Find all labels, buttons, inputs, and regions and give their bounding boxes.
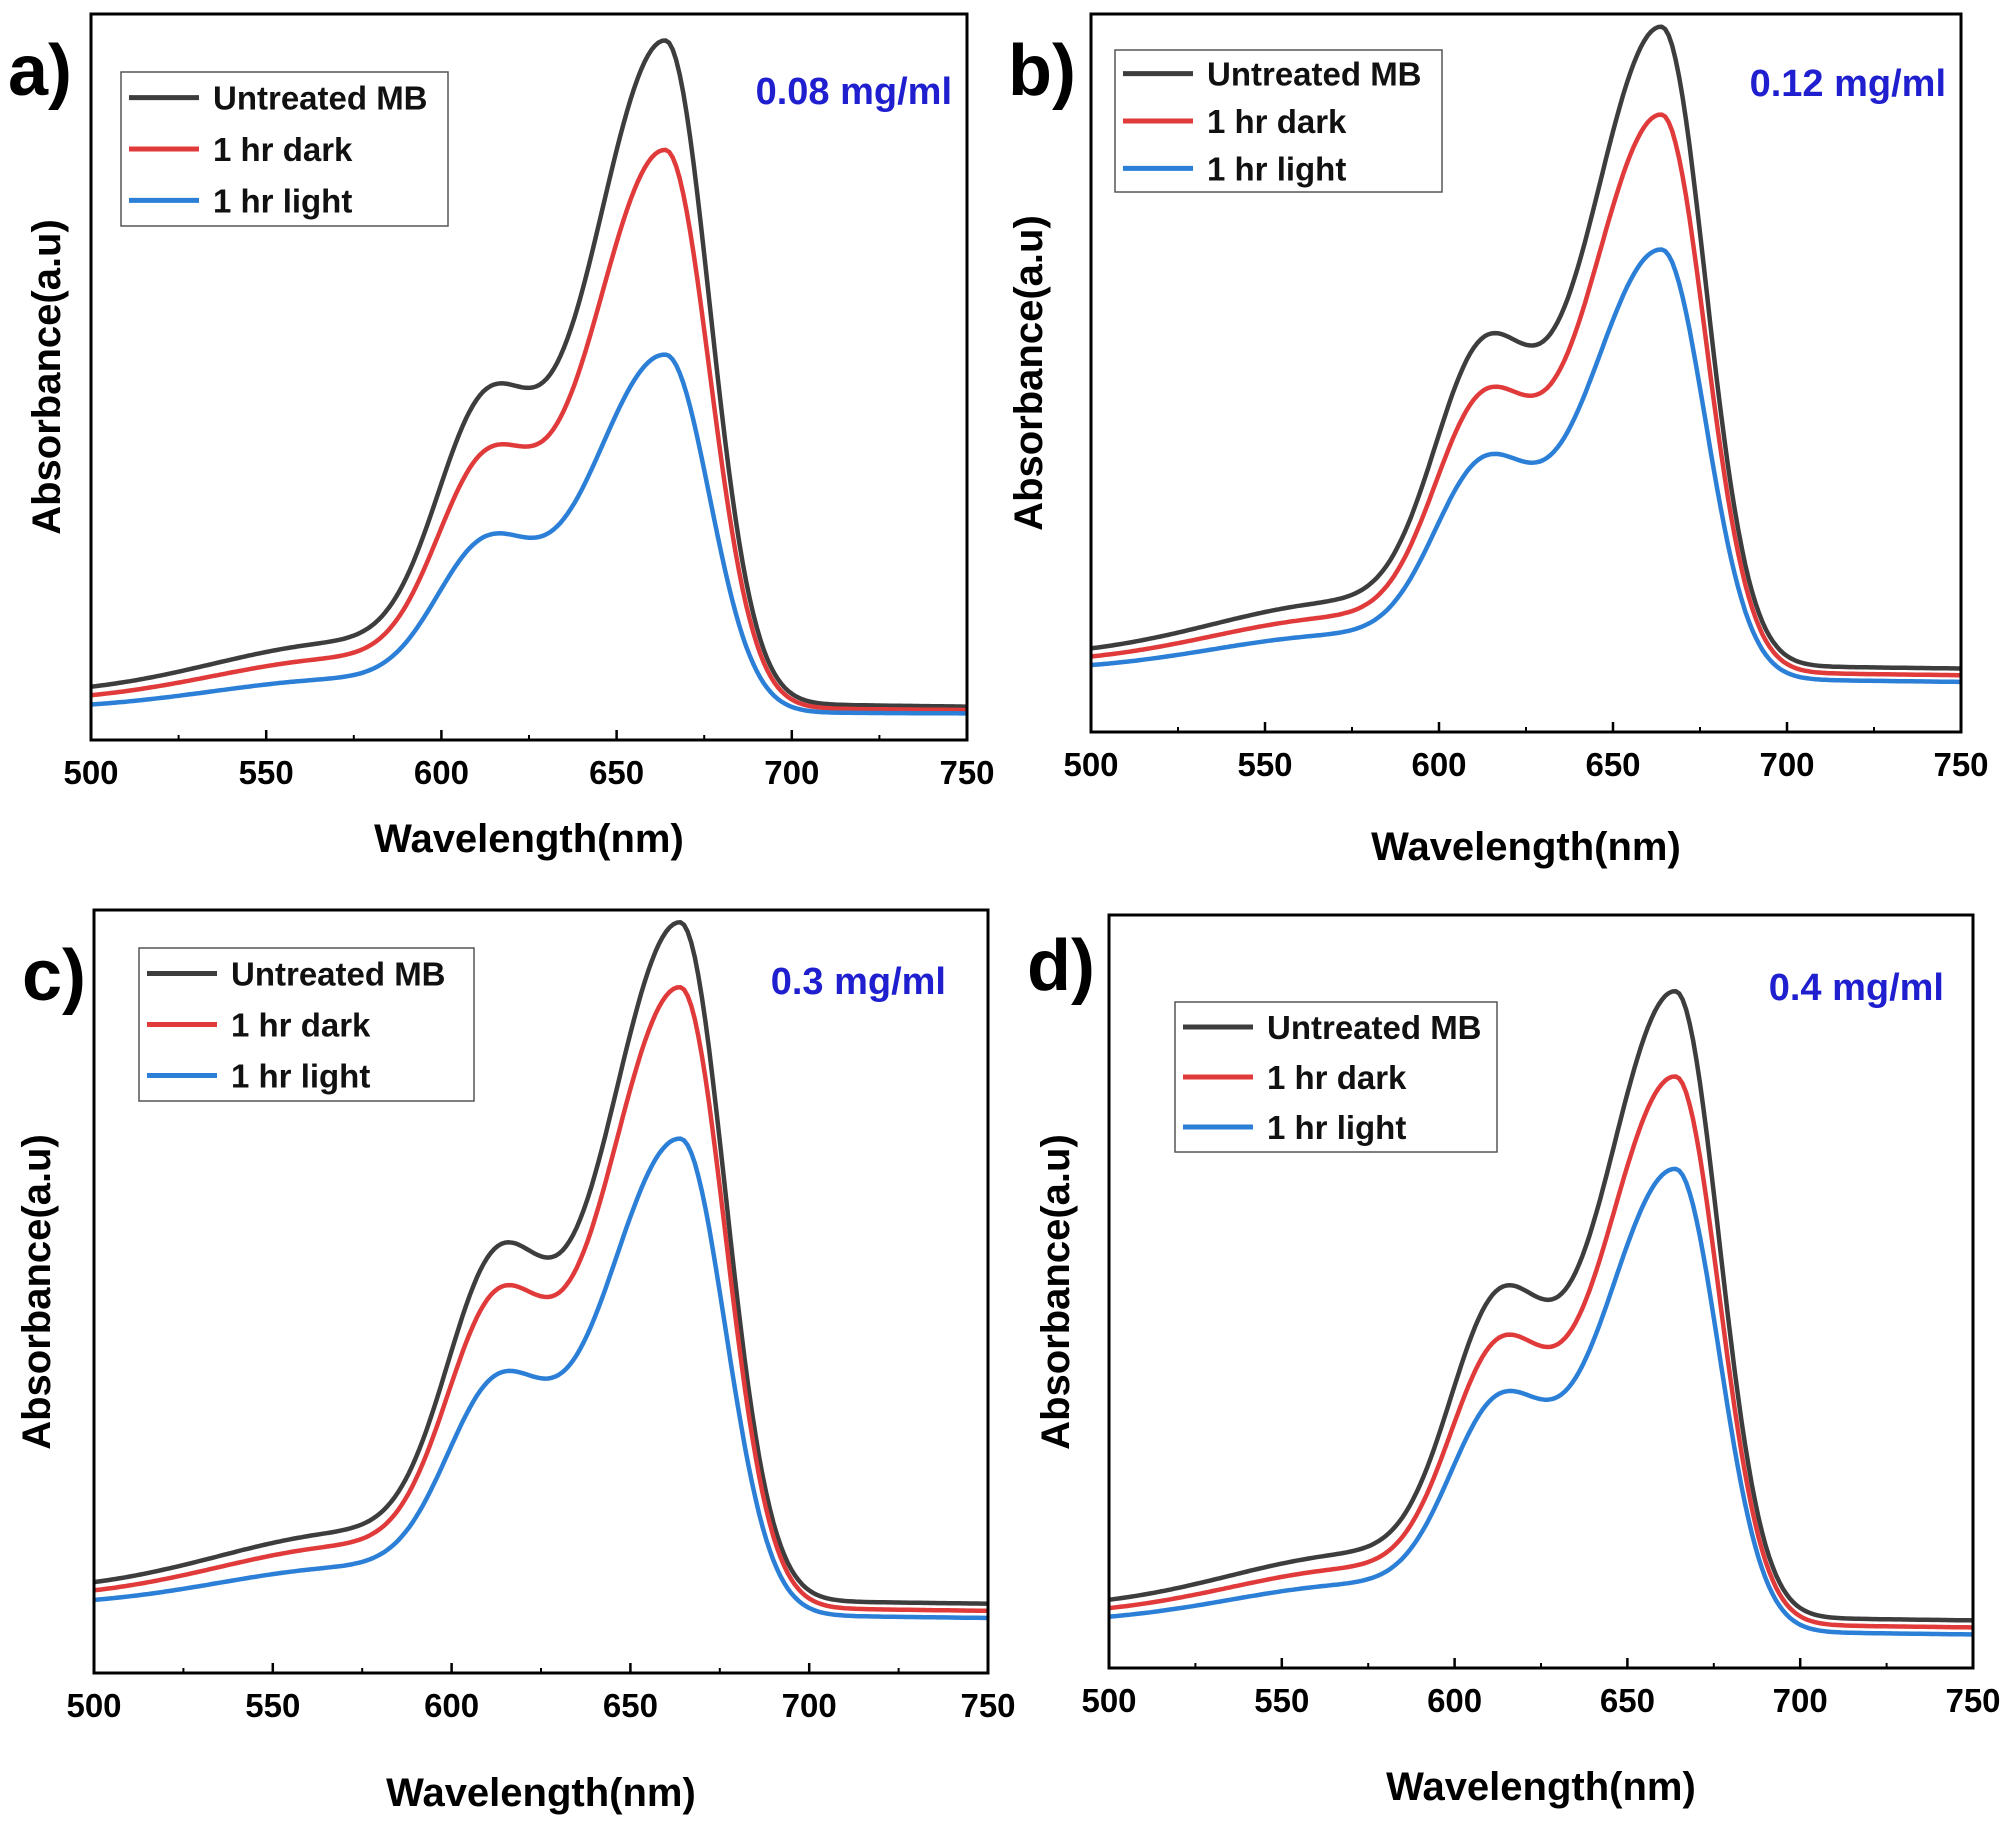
legend: Untreated MB 1 hr dark 1 hr light — [1174, 1001, 1498, 1153]
x-tick-label: 500 — [1063, 746, 1118, 783]
concentration-label: 0.4 mg/ml — [1769, 967, 1944, 1009]
x-tick-label: 600 — [1411, 746, 1466, 783]
series-line-untreated-mb — [1109, 988, 1973, 1623]
x-axis-label: Wavelength(nm) — [1371, 825, 1681, 869]
x-tick-label: 700 — [1759, 746, 1814, 783]
concentration-label: 0.12 mg/ml — [1750, 63, 1946, 105]
concentration-label: 0.3 mg/ml — [771, 961, 946, 1003]
panel-label: a) — [8, 31, 72, 111]
panel-d: 500 550 600 650 700 750 Wavelength(nm) Absorban… — [1027, 913, 2001, 1809]
legend-entry: 1 hr light — [231, 1058, 370, 1095]
series-line-untreated-mb — [94, 920, 988, 1606]
panel-label: b) — [1008, 31, 1076, 111]
x-tick-label: 650 — [589, 754, 644, 791]
panel-label: d) — [1027, 926, 1095, 1006]
panel-a: 500 550 600 650 700 750 Wavelength(nm) Absorban… — [8, 12, 995, 861]
legend: Untreated MB 1 hr dark 1 hr light — [1114, 49, 1443, 193]
x-axis-label: Wavelength(nm) — [386, 1771, 696, 1815]
y-axis-label: Absorbance(a.u) — [25, 219, 69, 535]
x-tick-label: 550 — [1237, 746, 1292, 783]
x-tick-label: 700 — [1773, 1682, 1828, 1719]
series-line-1-hr-dark — [94, 984, 988, 1614]
x-tick-label: 650 — [603, 1687, 658, 1724]
series-line-untreated-mb — [91, 38, 967, 709]
series-line-untreated-mb — [1091, 24, 1961, 671]
x-tick-label: 550 — [1254, 1682, 1309, 1719]
series-line-1-hr-dark — [1109, 1074, 1973, 1630]
legend-entry: Untreated MB — [231, 956, 446, 993]
x-tick-label: 550 — [245, 1687, 300, 1724]
x-tick-label: 600 — [414, 754, 469, 791]
x-tick-label: 750 — [1945, 1682, 2000, 1719]
x-tick-label: 750 — [1933, 746, 1988, 783]
series-line-1-hr-light — [1091, 247, 1961, 685]
x-tick-label: 500 — [66, 1687, 121, 1724]
legend-entry: 1 hr dark — [1207, 103, 1347, 140]
x-axis-label: Wavelength(nm) — [1386, 1765, 1696, 1809]
x-tick-label: 700 — [782, 1687, 837, 1724]
x-tick-label: 750 — [939, 754, 994, 791]
x-tick-label: 550 — [239, 754, 294, 791]
legend: Untreated MB 1 hr dark 1 hr light — [120, 71, 449, 227]
panel-label: c) — [22, 936, 86, 1016]
legend-entry: 1 hr dark — [213, 131, 353, 168]
series-line-1-hr-light — [94, 1136, 988, 1621]
legend-entry: 1 hr dark — [1267, 1059, 1407, 1096]
legend-entry: Untreated MB — [1267, 1009, 1482, 1046]
legend-entry: 1 hr light — [1267, 1109, 1406, 1146]
x-tick-label: 600 — [1427, 1682, 1482, 1719]
legend-entry: 1 hr light — [1207, 150, 1346, 187]
x-tick-label: 500 — [1081, 1682, 1136, 1719]
y-axis-label: Absorbance(a.u) — [15, 1134, 59, 1450]
legend-entry: 1 hr dark — [231, 1007, 371, 1044]
series-line-1-hr-light — [91, 352, 967, 716]
series-line-1-hr-light — [1109, 1166, 1973, 1637]
x-axis-label: Wavelength(nm) — [374, 817, 684, 861]
legend: Untreated MB 1 hr dark 1 hr light — [138, 947, 475, 1102]
x-tick-label: 700 — [764, 754, 819, 791]
y-axis-label: Absorbance(a.u) — [1007, 215, 1051, 531]
legend-entry: Untreated MB — [213, 80, 428, 117]
x-tick-label: 750 — [960, 1687, 1015, 1724]
y-axis-label: Absorbance(a.u) — [1034, 1134, 1078, 1450]
x-tick-label: 650 — [1585, 746, 1640, 783]
x-tick-label: 500 — [63, 754, 118, 791]
series-line-1-hr-dark — [91, 147, 967, 713]
series-line-1-hr-dark — [1091, 112, 1961, 678]
legend-entry: Untreated MB — [1207, 56, 1422, 93]
x-tick-label: 650 — [1600, 1682, 1655, 1719]
panel-b: 500 550 600 650 700 750 Wavelength(nm) Absorban… — [1007, 12, 1989, 869]
legend-entry: 1 hr light — [213, 182, 352, 219]
x-tick-label: 600 — [424, 1687, 479, 1724]
concentration-label: 0.08 mg/ml — [756, 71, 952, 113]
panel-c: 500 550 600 650 700 750 Wavelength(nm) Absorban… — [15, 908, 1016, 1815]
